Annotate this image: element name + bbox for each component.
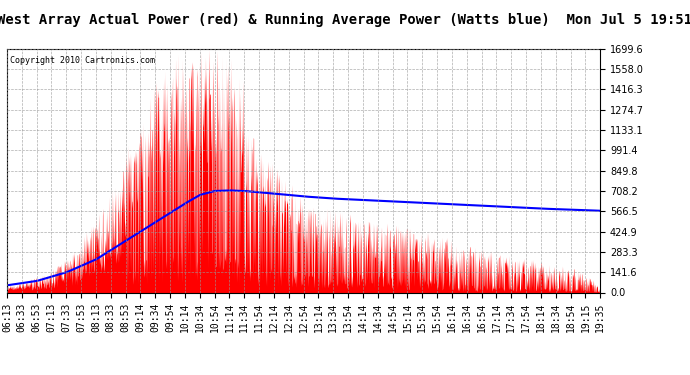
Text: West Array Actual Power (red) & Running Average Power (Watts blue)  Mon Jul 5 19: West Array Actual Power (red) & Running … — [0, 13, 690, 27]
Text: Copyright 2010 Cartronics.com: Copyright 2010 Cartronics.com — [10, 56, 155, 65]
